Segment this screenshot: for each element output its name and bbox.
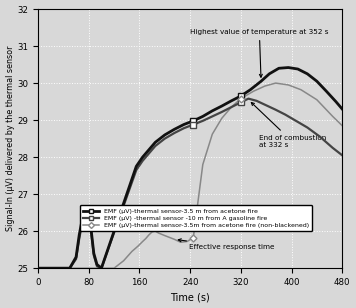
Text: End of combustion
at 332 s: End of combustion at 332 s <box>251 103 326 148</box>
Text: Effective response time: Effective response time <box>178 239 274 250</box>
Y-axis label: Signal-In (μV) delivered by the thermal sensor: Signal-In (μV) delivered by the thermal … <box>6 46 15 231</box>
Legend: EMF (μV)-thermal sensor-3.5 m from acetone fire, EMF (μV) -thermal sensor -10 m : EMF (μV)-thermal sensor-3.5 m from aceto… <box>80 205 312 231</box>
Text: Highest value of temperature at 352 s: Highest value of temperature at 352 s <box>190 29 329 77</box>
X-axis label: Time (s): Time (s) <box>170 292 210 302</box>
